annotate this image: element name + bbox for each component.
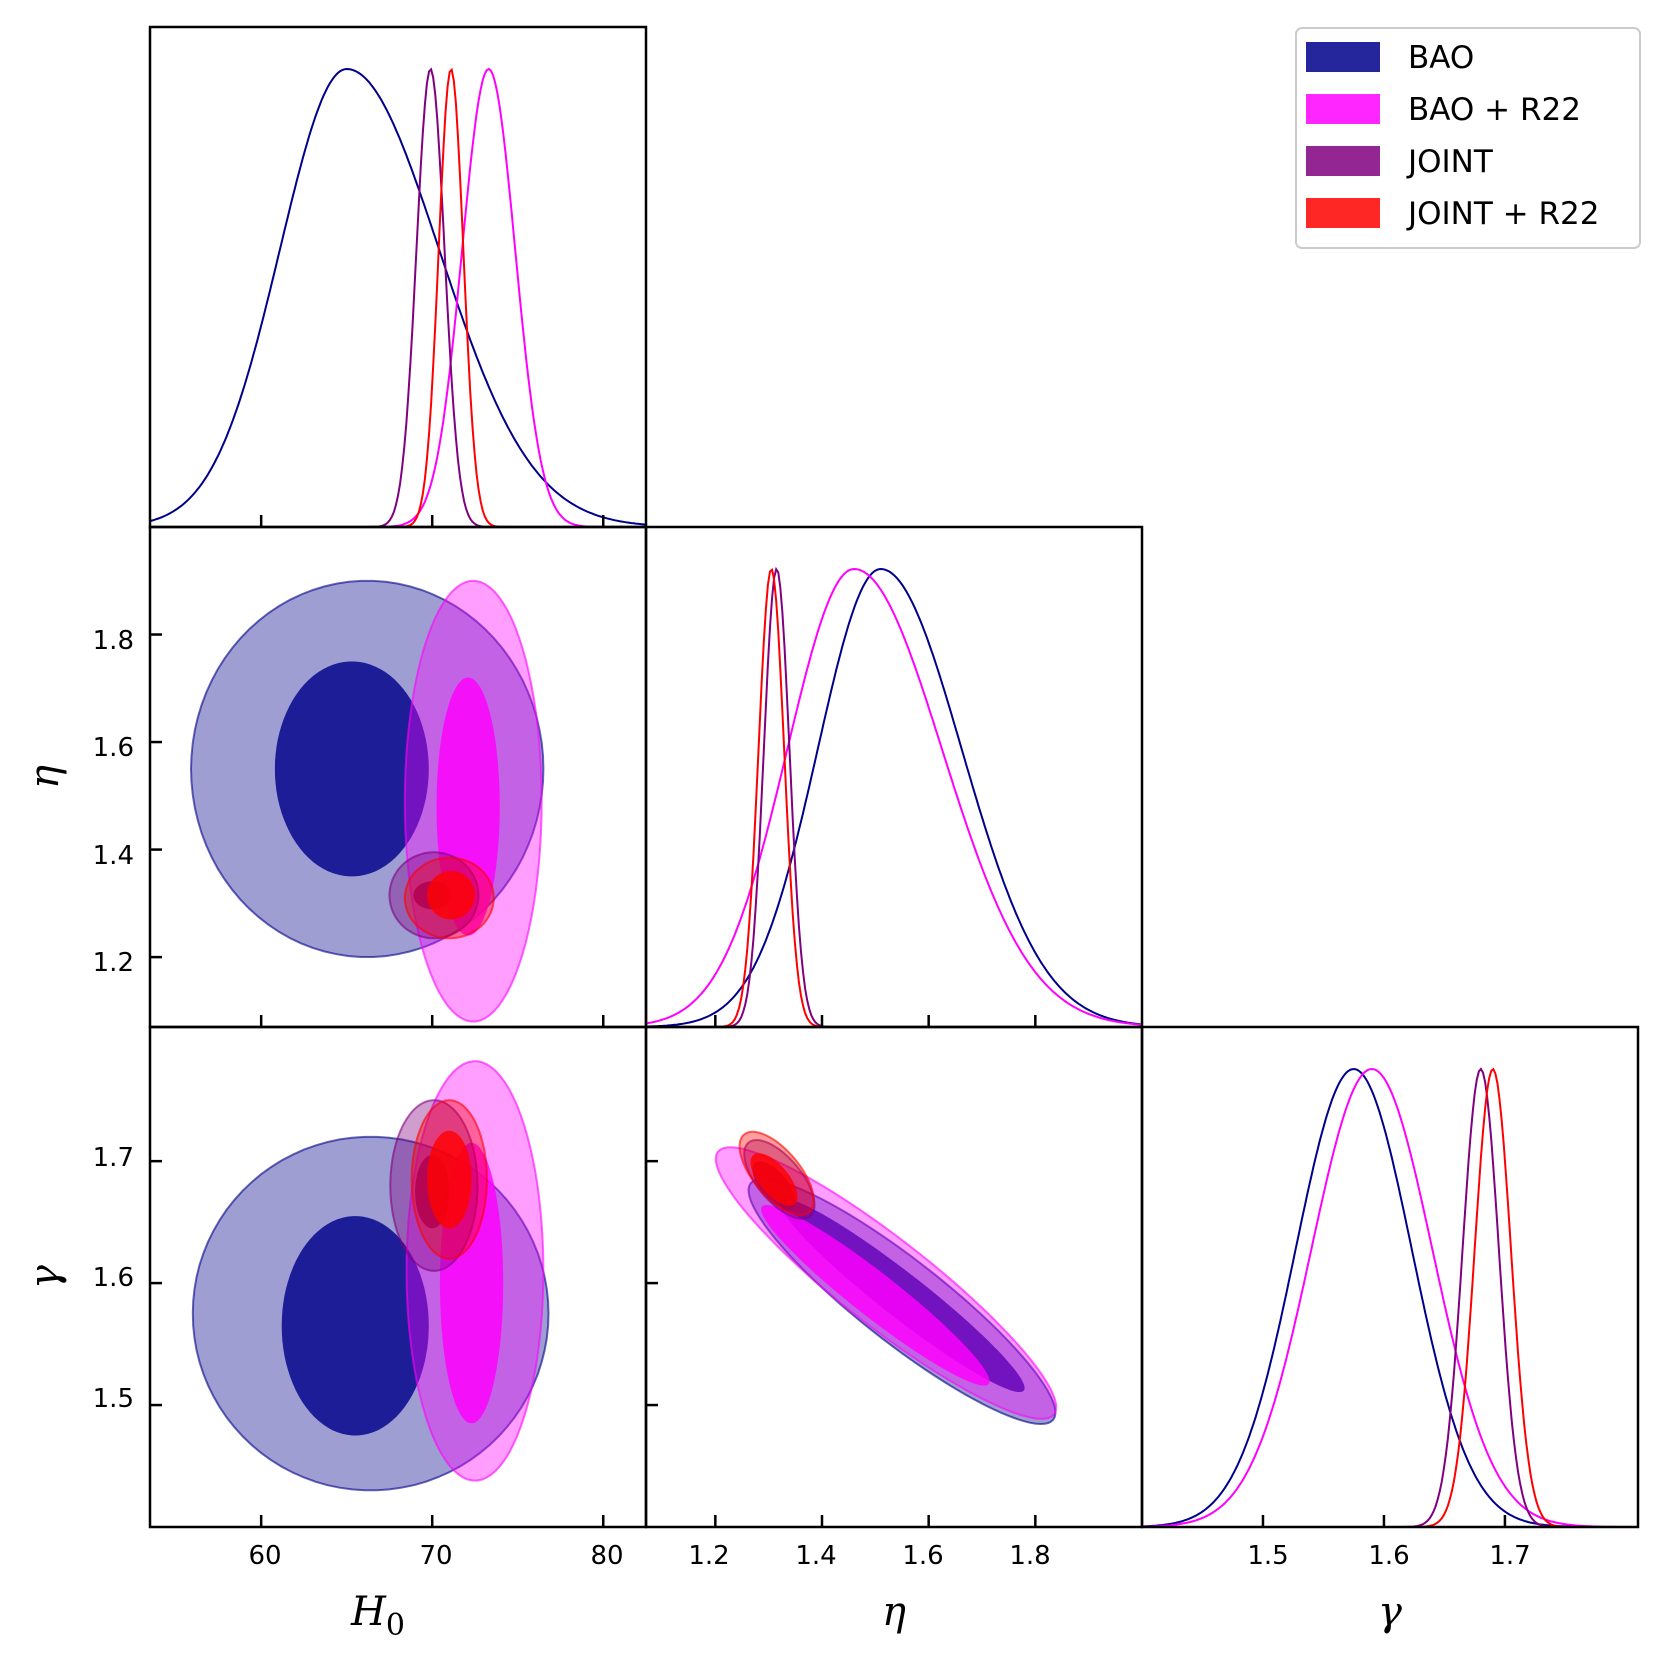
marginal-curve-joint-r22 bbox=[150, 67, 646, 527]
x-tick-label: 1.4 bbox=[795, 1541, 836, 1571]
contour-68-joint-r22 bbox=[427, 1130, 472, 1229]
contour-68-bao bbox=[274, 661, 429, 877]
marginal-curve-bao-r22 bbox=[646, 567, 1142, 1026]
marginal-curve-joint bbox=[1142, 1067, 1638, 1527]
contour-68-joint-r22 bbox=[427, 871, 475, 920]
legend-swatch-joint bbox=[1306, 146, 1380, 176]
panel-gamma-marginal bbox=[1140, 1025, 1640, 1529]
marginal-curve-bao bbox=[1142, 1068, 1638, 1527]
marginal-curve-joint-r22 bbox=[1142, 1067, 1638, 1527]
marginal-curve-joint bbox=[150, 67, 646, 527]
x-tick-label: 70 bbox=[419, 1541, 452, 1571]
x-axis-label-h0: H0 bbox=[350, 1589, 405, 1643]
x-tick-labels-h0: 60 70 80 bbox=[248, 1541, 623, 1571]
legend-label-joint-r22: JOINT + R22 bbox=[1406, 196, 1599, 232]
x-axis-label-eta: η bbox=[882, 1589, 906, 1635]
contour-68-bao-r22 bbox=[436, 677, 500, 936]
x-tick-label: 60 bbox=[248, 1541, 281, 1571]
y-tick-labels-eta: 1.2 1.4 1.6 1.8 bbox=[93, 626, 134, 978]
marginal-curves bbox=[150, 67, 646, 527]
y-tick-label: 1.7 bbox=[93, 1143, 134, 1173]
y-tick-label: 1.8 bbox=[93, 626, 134, 656]
x-tick-label: 1.7 bbox=[1489, 1541, 1530, 1571]
panel-eta-gamma-contours bbox=[644, 1025, 1144, 1529]
panel-h0-eta-contours bbox=[148, 525, 648, 1029]
x-tick-label: 1.6 bbox=[1368, 1541, 1409, 1571]
y-axis-label-eta: η bbox=[22, 765, 68, 789]
legend: BAO BAO + R22 JOINT JOINT + R22 bbox=[1295, 27, 1641, 249]
panel-frame bbox=[644, 525, 1144, 1029]
contour-group bbox=[714, 1130, 1058, 1426]
panel-frame bbox=[1140, 1025, 1640, 1529]
x-tick-label: 1.8 bbox=[1009, 1541, 1050, 1571]
legend-label-joint: JOINT bbox=[1406, 144, 1494, 180]
legend-swatch-bao bbox=[1306, 42, 1380, 72]
marginal-curve-bao bbox=[150, 67, 646, 526]
marginal-curve-joint-r22 bbox=[646, 567, 1142, 1027]
marginal-curve-bao bbox=[646, 567, 1142, 1027]
legend-frame bbox=[1295, 27, 1641, 249]
legend-label-bao: BAO bbox=[1408, 40, 1474, 76]
y-tick-labels-gamma: 1.5 1.6 1.7 bbox=[93, 1143, 134, 1414]
contour-68-joint-r22 bbox=[750, 1153, 798, 1206]
marginal-curves bbox=[1142, 1067, 1638, 1527]
x-tick-label: 1.2 bbox=[688, 1541, 729, 1571]
x-tick-label: 1.5 bbox=[1247, 1541, 1288, 1571]
contour-68-bao bbox=[281, 1216, 429, 1436]
contour-group bbox=[189, 579, 545, 1023]
panel-h0-gamma-contours bbox=[148, 1025, 648, 1529]
x-tick-labels-gamma: 1.5 1.6 1.7 bbox=[1247, 1541, 1530, 1571]
y-tick-label: 1.6 bbox=[93, 1263, 134, 1293]
y-tick-label: 1.4 bbox=[93, 841, 134, 871]
panel-h0-marginal bbox=[148, 25, 648, 529]
marginal-curves bbox=[646, 566, 1142, 1027]
legend-swatch-joint-r22 bbox=[1306, 198, 1380, 228]
legend-label-bao-r22: BAO + R22 bbox=[1408, 92, 1581, 128]
panel-frame bbox=[148, 25, 648, 529]
y-tick-label: 1.5 bbox=[93, 1384, 134, 1414]
marginal-curve-bao-r22 bbox=[1142, 1067, 1638, 1527]
contour-68-bao-r22 bbox=[761, 1205, 990, 1386]
panel-eta-marginal bbox=[644, 525, 1144, 1029]
y-axis-label-gamma: γ bbox=[22, 1265, 68, 1289]
y-tick-label: 1.2 bbox=[93, 948, 134, 978]
legend-swatch-bao-r22 bbox=[1306, 94, 1380, 124]
x-tick-label: 80 bbox=[590, 1541, 623, 1571]
marginal-curve-bao-r22 bbox=[150, 67, 646, 527]
x-tick-label: 1.6 bbox=[902, 1541, 943, 1571]
marginal-curve-joint bbox=[646, 566, 1142, 1027]
x-axis-label-gamma: γ bbox=[1378, 1589, 1402, 1635]
y-tick-label: 1.6 bbox=[93, 733, 134, 763]
x-tick-labels-eta: 1.2 1.4 1.6 1.8 bbox=[688, 1541, 1050, 1571]
contour-group bbox=[191, 1060, 550, 1492]
